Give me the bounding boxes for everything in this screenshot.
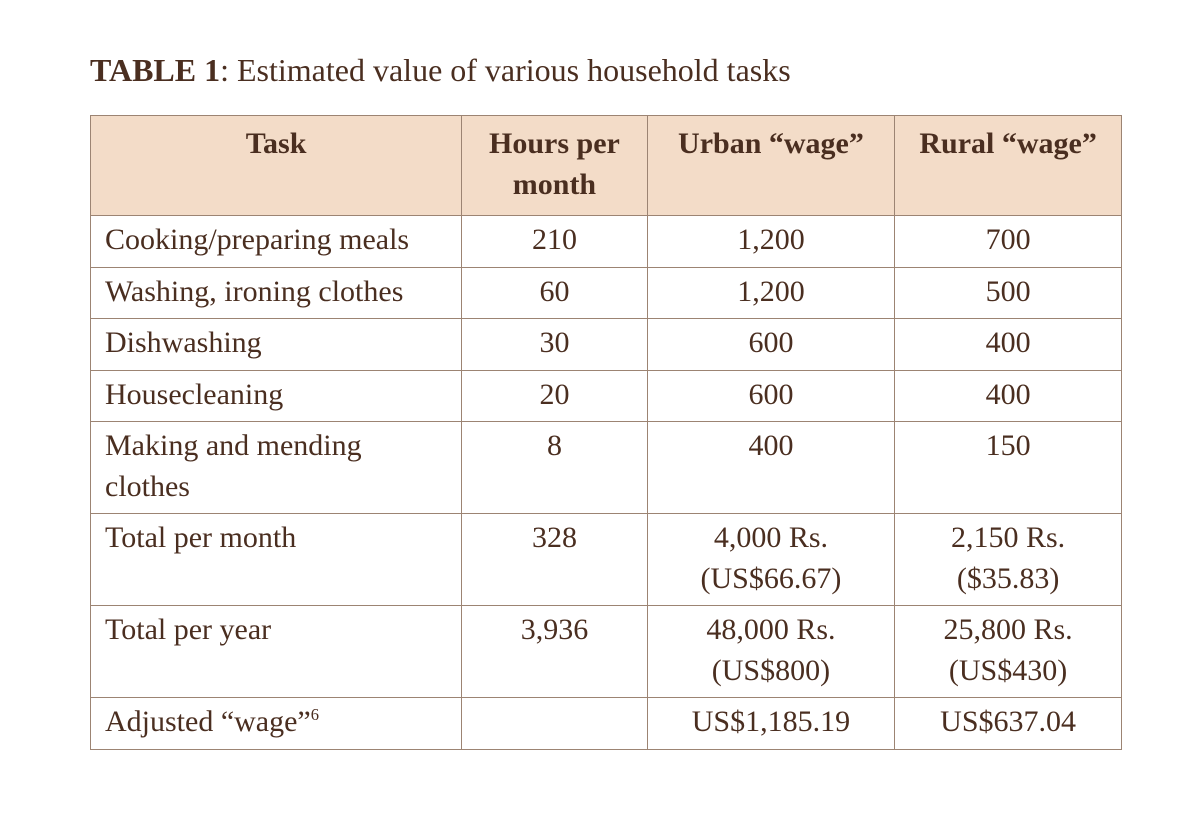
table-row-total-year: Total per year 3,936 48,000 Rs. (US$800)… xyxy=(91,606,1122,698)
cell-urban: 1,200 xyxy=(647,216,894,268)
cell-rural: 25,800 Rs. (US$430) xyxy=(895,606,1122,698)
cell-urban: 600 xyxy=(647,370,894,422)
cell-task: Adjusted “wage”6 xyxy=(91,698,462,750)
table-header-row: Task Hours per month Urban “wage” Rural … xyxy=(91,116,1122,216)
table-row: Cooking/preparing meals 210 1,200 700 xyxy=(91,216,1122,268)
col-header-task: Task xyxy=(91,116,462,216)
cell-rural: 400 xyxy=(895,370,1122,422)
cell-task: Cooking/preparing meals xyxy=(91,216,462,268)
cell-hours: 210 xyxy=(462,216,648,268)
cell-urban-line2: (US$800) xyxy=(662,651,880,692)
footnote-marker: 6 xyxy=(311,705,319,724)
cell-rural-line2: (US$430) xyxy=(909,651,1107,692)
cell-hours: 60 xyxy=(462,267,648,319)
table-row: Washing, ironing clothes 60 1,200 500 xyxy=(91,267,1122,319)
table-row-total-month: Total per month 328 4,000 Rs. (US$66.67)… xyxy=(91,514,1122,606)
table-row: Housecleaning 20 600 400 xyxy=(91,370,1122,422)
cell-urban-line1: 4,000 Rs. xyxy=(662,518,880,559)
cell-task: Housecleaning xyxy=(91,370,462,422)
table-title: : Estimated value of various household t… xyxy=(220,52,791,88)
cell-urban: 4,000 Rs. (US$66.67) xyxy=(647,514,894,606)
cell-hours: 20 xyxy=(462,370,648,422)
table-row-adjusted: Adjusted “wage”6 US$1,185.19 US$637.04 xyxy=(91,698,1122,750)
table-row: Making and mending clothes 8 400 150 xyxy=(91,422,1122,514)
cell-hours: 30 xyxy=(462,319,648,371)
table-label: TABLE 1 xyxy=(90,52,220,88)
cell-rural: 150 xyxy=(895,422,1122,514)
cell-rural-line1: 2,150 Rs. xyxy=(909,518,1107,559)
cell-urban: 600 xyxy=(647,319,894,371)
cell-hours: 8 xyxy=(462,422,648,514)
cell-urban: 1,200 xyxy=(647,267,894,319)
col-header-hours: Hours per month xyxy=(462,116,648,216)
adjusted-label: Adjusted “wage” xyxy=(105,705,311,738)
cell-urban: US$1,185.19 xyxy=(647,698,894,750)
cell-rural: US$637.04 xyxy=(895,698,1122,750)
cell-task: Dishwashing xyxy=(91,319,462,371)
cell-hours xyxy=(462,698,648,750)
cell-task: Washing, ironing clothes xyxy=(91,267,462,319)
cell-rural: 2,150 Rs. ($35.83) xyxy=(895,514,1122,606)
cell-hours: 3,936 xyxy=(462,606,648,698)
cell-rural-line1: 25,800 Rs. xyxy=(909,610,1107,651)
household-tasks-table: Task Hours per month Urban “wage” Rural … xyxy=(90,115,1122,750)
cell-hours: 328 xyxy=(462,514,648,606)
document-page: TABLE 1: Estimated value of various hous… xyxy=(0,0,1200,839)
cell-urban-line2: (US$66.67) xyxy=(662,559,880,600)
cell-task: Total per year xyxy=(91,606,462,698)
cell-urban: 48,000 Rs. (US$800) xyxy=(647,606,894,698)
cell-urban-line1: 48,000 Rs. xyxy=(662,610,880,651)
cell-rural: 400 xyxy=(895,319,1122,371)
cell-rural: 500 xyxy=(895,267,1122,319)
col-header-rural: Rural “wage” xyxy=(895,116,1122,216)
cell-rural-line2: ($35.83) xyxy=(909,559,1107,600)
cell-rural: 700 xyxy=(895,216,1122,268)
table-caption: TABLE 1: Estimated value of various hous… xyxy=(90,52,1122,89)
cell-task: Making and mending clothes xyxy=(91,422,462,514)
table-row: Dishwashing 30 600 400 xyxy=(91,319,1122,371)
cell-urban: 400 xyxy=(647,422,894,514)
col-header-urban: Urban “wage” xyxy=(647,116,894,216)
cell-task: Total per month xyxy=(91,514,462,606)
